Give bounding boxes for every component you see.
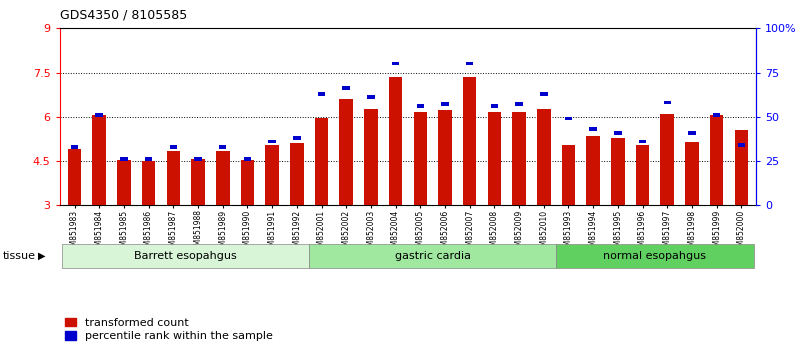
Bar: [219, 145, 226, 149]
Bar: [466, 62, 474, 65]
Bar: [513, 112, 526, 205]
Bar: [240, 160, 254, 205]
Bar: [364, 109, 377, 205]
Bar: [738, 143, 745, 147]
Bar: [293, 136, 301, 140]
Bar: [265, 145, 279, 205]
Bar: [92, 115, 106, 205]
Bar: [216, 152, 229, 205]
Text: ▶: ▶: [38, 251, 45, 261]
Bar: [318, 92, 326, 96]
Bar: [587, 136, 600, 205]
Bar: [636, 145, 650, 205]
Bar: [120, 157, 127, 161]
Bar: [562, 145, 576, 205]
Bar: [268, 139, 276, 143]
Bar: [339, 98, 353, 205]
Bar: [71, 145, 78, 149]
Bar: [540, 92, 548, 96]
Bar: [244, 157, 252, 161]
Text: tissue: tissue: [2, 251, 35, 261]
Bar: [689, 131, 696, 135]
Bar: [166, 152, 180, 205]
Bar: [441, 102, 449, 106]
Bar: [615, 131, 622, 135]
Bar: [416, 104, 424, 108]
Bar: [537, 109, 551, 205]
Bar: [611, 138, 625, 205]
Bar: [392, 62, 400, 65]
Bar: [664, 101, 671, 104]
Bar: [145, 157, 152, 161]
Bar: [142, 161, 155, 205]
Bar: [685, 142, 699, 205]
Bar: [413, 112, 427, 205]
Bar: [735, 130, 748, 205]
Bar: [564, 116, 572, 120]
Bar: [170, 145, 177, 149]
Text: Barrett esopahgus: Barrett esopahgus: [135, 251, 237, 261]
Bar: [488, 113, 501, 205]
Bar: [490, 104, 498, 108]
Bar: [96, 113, 103, 117]
Bar: [194, 157, 201, 161]
Bar: [191, 159, 205, 205]
Bar: [463, 77, 477, 205]
Bar: [342, 86, 350, 90]
Text: normal esopahgus: normal esopahgus: [603, 251, 706, 261]
Bar: [367, 95, 375, 99]
Bar: [590, 127, 597, 131]
Bar: [710, 115, 724, 205]
Bar: [639, 139, 646, 143]
Text: GDS4350 / 8105585: GDS4350 / 8105585: [60, 9, 187, 22]
Bar: [314, 118, 328, 205]
Bar: [556, 244, 754, 268]
Bar: [515, 102, 523, 106]
Text: gastric cardia: gastric cardia: [395, 251, 470, 261]
Bar: [290, 143, 303, 205]
Bar: [68, 149, 81, 205]
Bar: [117, 160, 131, 205]
Bar: [309, 244, 556, 268]
Bar: [388, 77, 403, 205]
Legend: transformed count, percentile rank within the sample: transformed count, percentile rank withi…: [65, 318, 273, 341]
Bar: [62, 244, 309, 268]
Bar: [713, 113, 720, 117]
Bar: [661, 114, 674, 205]
Bar: [439, 110, 452, 205]
